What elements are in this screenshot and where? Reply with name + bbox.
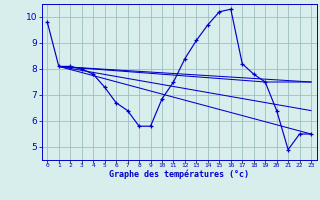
X-axis label: Graphe des températures (°c): Graphe des températures (°c) xyxy=(109,170,249,179)
